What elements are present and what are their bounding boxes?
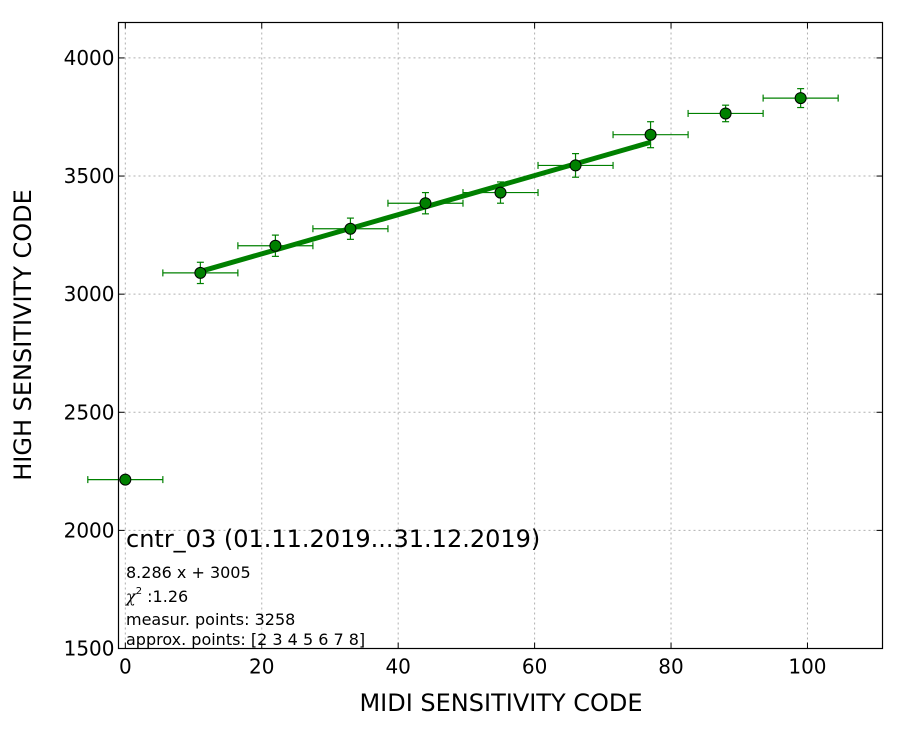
y-tick-label: 4000 xyxy=(64,46,115,70)
plot-frame xyxy=(117,21,884,650)
data-points xyxy=(87,88,839,486)
chi-value: :1.26 xyxy=(142,587,188,606)
data-point xyxy=(344,222,357,235)
x-tick-label: 100 xyxy=(788,655,826,679)
annotation-approx-points: approx. points: [2 3 4 5 6 7 8] xyxy=(126,630,365,649)
grid xyxy=(118,22,883,649)
annotation-title: cntr_03 (01.11.2019...31.12.2019) xyxy=(126,525,540,553)
chi-exponent: 2 xyxy=(136,586,142,597)
y-axis-label: HIGH SENSITIVITY CODE xyxy=(9,189,37,481)
x-tick-label: 40 xyxy=(385,655,410,679)
data-point xyxy=(119,473,132,486)
x-tick-label: 60 xyxy=(522,655,547,679)
data-point xyxy=(719,107,732,120)
x-tick-label: 20 xyxy=(249,655,274,679)
annotation-chi-squared: χ2 :1.26 xyxy=(125,586,188,606)
data-point xyxy=(794,92,807,105)
annotation-measur-points: measur. points: 3258 xyxy=(126,610,295,629)
y-tick-label: 1500 xyxy=(64,637,115,661)
data-point xyxy=(644,128,657,141)
data-point xyxy=(494,186,507,199)
axis-ticks: 0 20 40 60 80 100 1500 2000 2500 3000 3500 4000 xyxy=(64,22,883,679)
y-tick-label: 2500 xyxy=(64,400,115,424)
x-tick-label: 80 xyxy=(658,655,683,679)
data-point xyxy=(269,239,282,252)
y-tick-label: 3500 xyxy=(64,164,115,188)
data-point xyxy=(419,197,432,210)
chi-symbol: χ xyxy=(125,587,137,606)
annotation-equation: 8.286 x + 3005 xyxy=(126,563,251,582)
data-point xyxy=(569,159,582,172)
x-tick-label: 0 xyxy=(119,655,132,679)
x-axis-label: MIDI SENSITIVITY CODE xyxy=(359,689,642,717)
y-tick-label: 2000 xyxy=(64,518,115,542)
data-point xyxy=(194,266,207,279)
y-tick-label: 3000 xyxy=(64,282,115,306)
